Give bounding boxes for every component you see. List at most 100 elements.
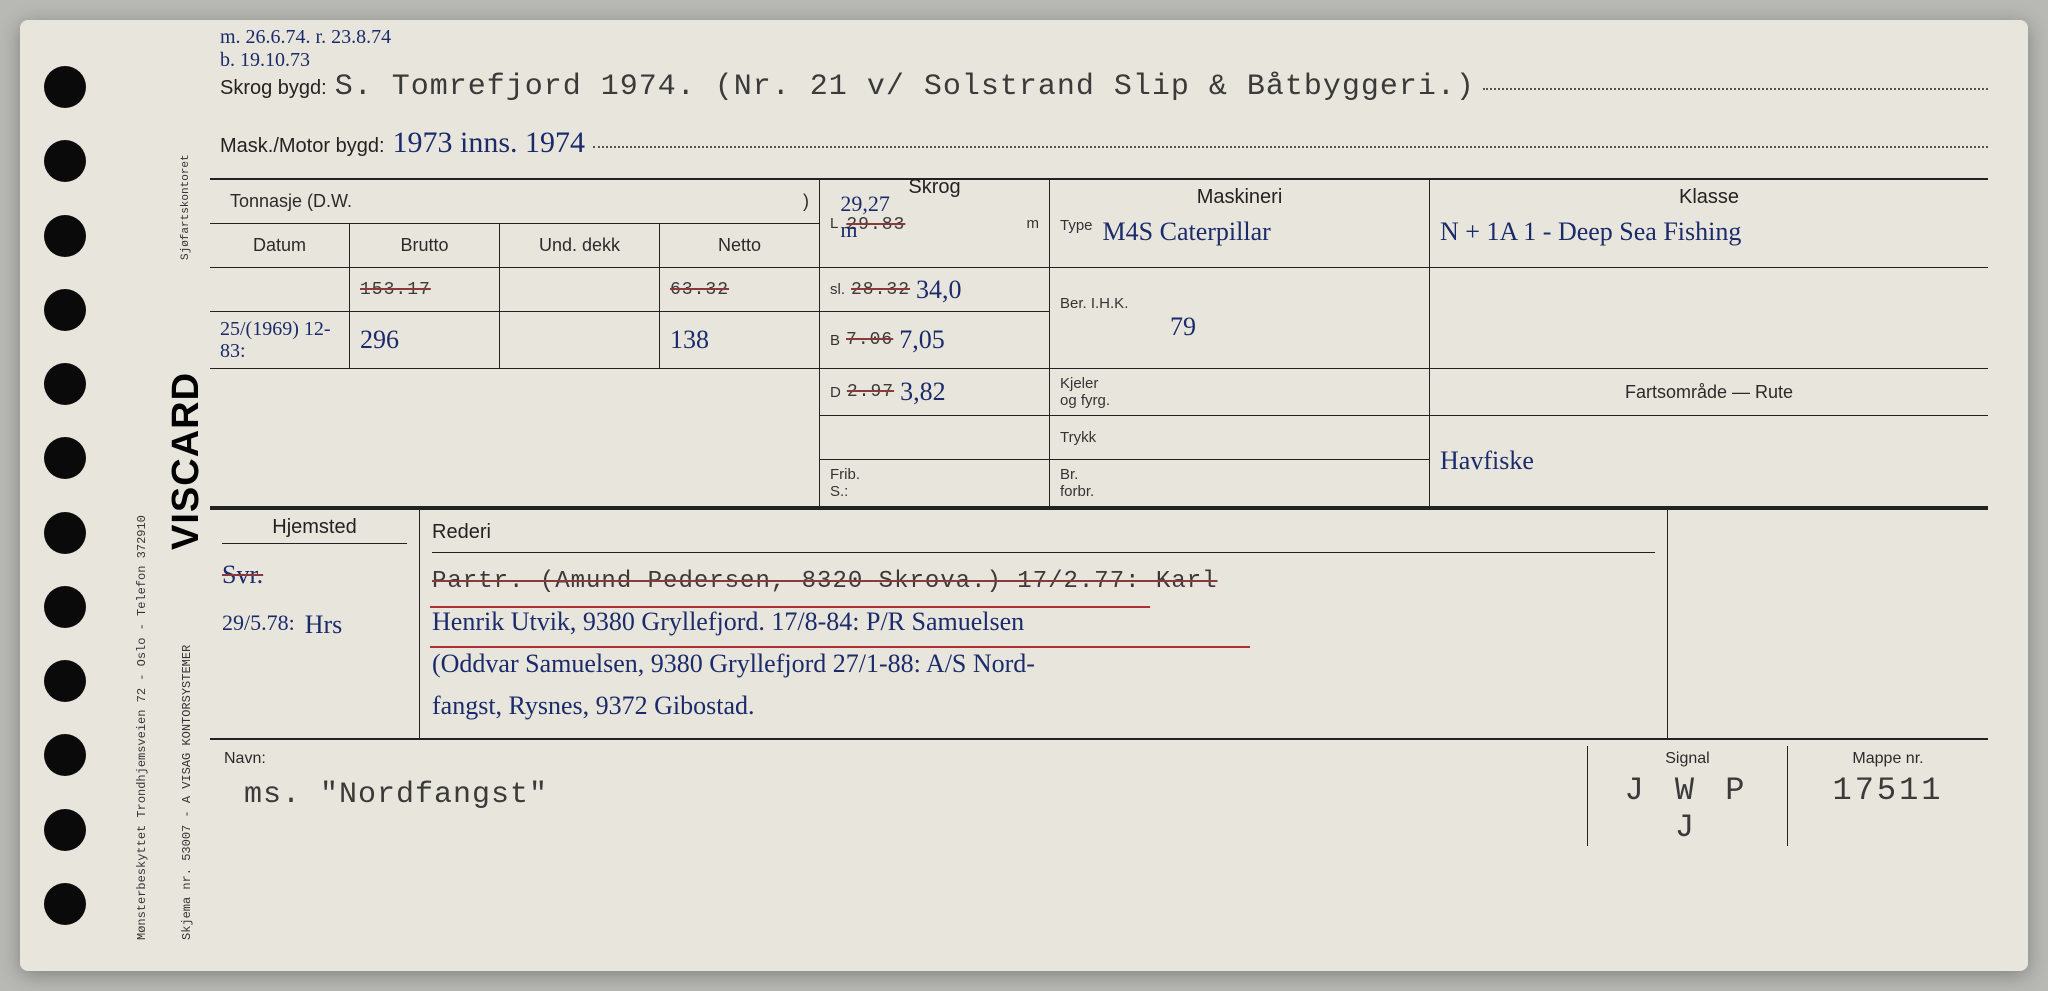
punch-hole	[44, 215, 86, 257]
punch-hole	[44, 734, 86, 776]
motor-bygd-label: Mask./Motor bygd:	[220, 135, 385, 158]
mappe-value: 17511	[1802, 772, 1974, 809]
rederi-line-1: Partr. (Amund Pedersen, 8320 Skrova.) 17…	[432, 563, 1655, 601]
tonnasje-header: Tonnasje (D.W. )	[210, 180, 820, 224]
signal-cell: Signal J W P J	[1588, 746, 1788, 846]
punch-holes	[20, 20, 110, 971]
punch-hole	[44, 660, 86, 702]
punch-hole	[44, 437, 86, 479]
navn-cell: Navn: ms. "Nordfangst"	[210, 746, 1588, 846]
mappe-cell: Mappe nr. 17511	[1788, 746, 1988, 846]
B-value: 7,05	[899, 325, 945, 355]
br-label: Br.	[1060, 466, 1078, 483]
skrog-empty	[820, 416, 1050, 460]
skrog-bygd-value: S. Tomrefjord 1974. (Nr. 21 v/ Solstrand…	[335, 70, 1475, 104]
side-text-3: Sjøfartskontoret	[180, 154, 192, 260]
klasse-column-label: Klasse	[1679, 186, 1739, 209]
hjemsted-place-2: Hrs	[305, 610, 343, 640]
ber-ihk-cell: Ber. I.H.K. 79	[1050, 268, 1430, 369]
kjeler-sub: og fyrg.	[1060, 392, 1110, 409]
ber-ihk-label: Ber. I.H.K.	[1060, 295, 1128, 312]
klasse-empty-1	[1430, 268, 1988, 369]
type-label: Type	[1060, 217, 1093, 247]
L-unit: m	[1027, 215, 1040, 232]
netto-1: 63.32	[660, 268, 820, 312]
punch-hole	[44, 586, 86, 628]
kjeler-label: Kjeler	[1060, 375, 1098, 392]
punch-hole	[44, 289, 86, 331]
col-netto: Netto	[660, 224, 820, 268]
punch-hole	[44, 809, 86, 851]
datum-2: 25/(1969) 12-83:	[210, 312, 350, 369]
punch-hole	[44, 512, 86, 554]
klasse-value: N + 1A 1 - Deep Sea Fishing	[1440, 217, 1741, 247]
side-text-2: Mønsterbeskyttet Trondhjemsveien 72 - Os…	[135, 515, 149, 940]
br-sub: forbr.	[1060, 483, 1094, 500]
D-label: D	[830, 384, 841, 401]
trykk-cell: Trykk	[1050, 416, 1430, 460]
sl-cell: sl. 28.32 34,0	[820, 268, 1050, 312]
col-unddekk: Und. dekk	[500, 224, 660, 268]
ber-ihk-value: 79	[1170, 312, 1196, 342]
bottom-bar: Navn: ms. "Nordfangst" Signal J W P J Ma…	[210, 738, 1988, 846]
tonnage-empty	[210, 369, 820, 506]
dotted-rule	[593, 146, 1988, 148]
B-cell: B 7.06 7,05	[820, 312, 1050, 369]
frib-label: Frib.	[830, 466, 860, 483]
sl-struck: 28.32	[851, 280, 910, 300]
skrog-bygd-row: Skrog bygd: S. Tomrefjord 1974. (Nr. 21 …	[210, 70, 1988, 104]
B-struck: 7.06	[846, 330, 893, 350]
side-text-1: Skjema nr. 53007 - A VISAG KONTORSYSTEME…	[180, 645, 194, 940]
punch-hole	[44, 883, 86, 925]
datum-1	[210, 268, 350, 312]
note-line-2: b. 19.10.73	[220, 49, 391, 72]
punch-hole	[44, 140, 86, 182]
col-datum: Datum	[210, 224, 350, 268]
col-brutto: Brutto	[350, 224, 500, 268]
rederi-line-4: fangst, Rysnes, 9372 Gibostad.	[432, 685, 1655, 727]
mappe-label: Mappe nr.	[1802, 750, 1974, 768]
note-line-1: m. 26.6.74. r. 23.8.74	[220, 26, 391, 49]
skrog-bygd-label: Skrog bygd:	[220, 77, 327, 100]
unddekk-1	[500, 268, 660, 312]
tonnasje-close: )	[803, 191, 809, 212]
rederi-label: Rederi	[432, 516, 1655, 553]
right-empty-column	[1668, 510, 1988, 738]
navn-value: ms. "Nordfangst"	[244, 778, 1573, 812]
B-label: B	[830, 332, 840, 349]
frib-sub: S.:	[830, 483, 848, 500]
red-strike-1	[430, 606, 1150, 608]
hjemsted-column: Hjemsted Svr. 29/5.78: Hrs	[210, 510, 420, 738]
motor-bygd-value: 1973 inns. 1974	[393, 126, 586, 160]
hjemsted-rederi-block: Hjemsted Svr. 29/5.78: Hrs Rederi Partr.…	[210, 508, 1988, 738]
punch-hole	[44, 66, 86, 108]
fartsomrade-value: Havfiske	[1430, 416, 1988, 506]
rederi-column: Rederi Partr. (Amund Pedersen, 8320 Skro…	[420, 510, 1668, 738]
main-table: Tonnasje (D.W. ) Skrog L 29,27 m 29.83 m…	[210, 178, 1988, 508]
trykk-label: Trykk	[1060, 429, 1096, 446]
motor-bygd-row: Mask./Motor bygd: 1973 inns. 1974	[210, 126, 1988, 160]
rederi-line-3: (Oddvar Samuelsen, 9380 Gryllefjord 27/1…	[432, 643, 1655, 685]
record-card: VISCARD Skjema nr. 53007 - A VISAG KONTO…	[20, 20, 2028, 971]
fartsomrade-header: Fartsområde — Rute	[1430, 369, 1988, 416]
hjemsted-row-2: 29/5.78: Hrs	[222, 610, 407, 640]
L-label: L	[830, 215, 838, 232]
netto-2: 138	[660, 312, 820, 369]
signal-label: Signal	[1602, 750, 1773, 768]
top-handwritten-notes: m. 26.6.74. r. 23.8.74 b. 19.10.73	[220, 26, 391, 72]
unddekk-2	[500, 312, 660, 369]
hjemsted-date-2: 29/5.78:	[222, 610, 295, 640]
hjemsted-row-1: Svr.	[222, 560, 407, 590]
sl-label: sl.	[830, 281, 845, 298]
signal-value: J W P J	[1602, 772, 1773, 846]
maskineri-column-label: Maskineri	[1197, 186, 1283, 209]
klasse-cell: Klasse N + 1A 1 - Deep Sea Fishing	[1430, 180, 1988, 268]
skrog-L-cell: Skrog L 29,27 m 29.83 m	[820, 180, 1050, 268]
red-strike-2	[430, 646, 1250, 648]
navn-label: Navn:	[224, 750, 1573, 768]
D-value: 3,82	[900, 377, 946, 407]
tonnasje-label: Tonnasje (D.W.	[230, 191, 352, 212]
brutto-1: 153.17	[350, 268, 500, 312]
type-value: M4S Caterpillar	[1103, 217, 1271, 247]
side-print: VISCARD Skjema nr. 53007 - A VISAG KONTO…	[110, 20, 200, 971]
